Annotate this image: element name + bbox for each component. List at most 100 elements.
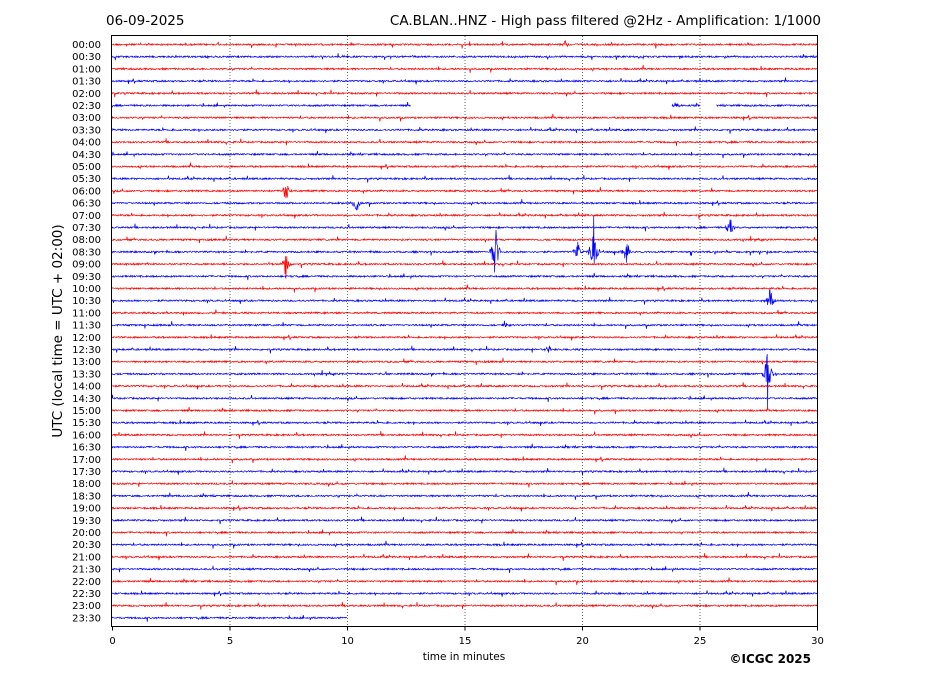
hour-label: 19:00 (72, 504, 101, 515)
hour-label: 09:00 (72, 260, 101, 271)
trace-0730 (111, 219, 818, 233)
hour-label: 11:30 (72, 321, 101, 332)
trace-0200 (111, 89, 818, 98)
y-axis-label: UTC (local time = UTC + 02:00) (50, 224, 66, 437)
hour-label: 05:30 (72, 174, 101, 185)
hour-label: 12:30 (72, 345, 101, 356)
trace-2030 (111, 540, 818, 549)
hour-label: 18:00 (72, 479, 101, 490)
trace-1400 (111, 382, 817, 391)
hour-label: 15:00 (72, 406, 101, 417)
trace-layer (111, 40, 818, 622)
hour-label: 10:00 (72, 284, 101, 295)
trace-2330 (111, 614, 347, 622)
hour-label: 08:00 (72, 235, 101, 246)
trace-0630 (111, 199, 818, 211)
trace-0430 (112, 150, 818, 159)
hour-label: 00:30 (72, 52, 101, 63)
trace-0300 (111, 113, 818, 122)
trace-0030 (111, 53, 818, 61)
hour-label: 04:30 (72, 150, 101, 161)
trace-1930 (111, 516, 818, 525)
hour-label: 07:00 (72, 211, 101, 222)
hour-label: 14:00 (72, 382, 101, 393)
trace-0330 (111, 126, 818, 134)
trace-1200 (111, 334, 818, 341)
x-tick-label: 15 (459, 636, 472, 647)
hour-label: 17:30 (72, 467, 101, 478)
trace-0700 (111, 211, 817, 220)
trace-1530 (111, 419, 818, 427)
trace-0830 (111, 215, 817, 273)
trace-2200 (111, 577, 818, 586)
trace-1000 (111, 284, 818, 293)
hour-label: 09:30 (72, 272, 101, 283)
trace-2130 (111, 565, 818, 573)
hour-label: 14:30 (72, 394, 101, 405)
hour-label: 10:30 (72, 296, 101, 307)
trace-1230 (111, 345, 818, 354)
chart-title: CA.BLAN..HNZ - High pass filtered @2Hz -… (390, 13, 821, 29)
hour-label: 21:00 (72, 552, 101, 563)
hour-label: 13:30 (72, 369, 101, 380)
trace-0000 (112, 40, 818, 49)
hour-label: 11:00 (72, 308, 101, 319)
hour-label: 21:30 (72, 565, 101, 576)
trace-0800 (111, 235, 818, 244)
trace-0230 (111, 102, 818, 108)
hour-label: 20:00 (72, 528, 101, 539)
x-tick-label: 20 (576, 636, 589, 647)
trace-1030 (111, 288, 818, 306)
trace-1800 (111, 480, 818, 488)
x-tick-label: 25 (694, 636, 707, 647)
hour-label: 06:30 (72, 199, 101, 210)
hour-label: 16:00 (72, 430, 101, 441)
trace-2230 (111, 590, 818, 597)
trace-2300 (111, 601, 818, 610)
hour-label: 01:30 (72, 77, 101, 88)
hour-label: 04:00 (72, 138, 101, 149)
hour-label: 16:30 (72, 443, 101, 454)
trace-0100 (111, 64, 818, 73)
trace-1900 (111, 505, 818, 512)
hour-label: 03:00 (72, 113, 101, 124)
hour-label: 02:00 (72, 89, 101, 100)
hour-label: 13:00 (72, 357, 101, 368)
hour-label: 05:00 (72, 162, 101, 173)
hour-label: 23:00 (72, 601, 101, 612)
x-tick-label: 0 (109, 636, 115, 647)
hour-label: 07:30 (72, 223, 101, 234)
trace-0130 (112, 77, 818, 85)
trace-0500 (111, 162, 818, 170)
hour-label: 02:30 (72, 101, 101, 112)
trace-0900 (111, 256, 818, 279)
x-tick-label: 30 (811, 636, 824, 647)
hour-label: 15:30 (72, 418, 101, 429)
x-axis-ticks: 0 5 10 15 20 25 30 (109, 626, 824, 647)
trace-0930 (111, 272, 818, 281)
hour-label: 03:30 (72, 125, 101, 136)
trace-1100 (111, 309, 818, 316)
trace-1330 (111, 353, 818, 410)
hour-label: 08:30 (72, 247, 101, 258)
copyright-label: ©ICGC 2025 (729, 652, 811, 666)
trace-1730 (111, 467, 817, 476)
hour-label: 18:30 (72, 491, 101, 502)
hour-label: 20:30 (72, 540, 101, 551)
trace-1600 (111, 431, 818, 439)
x-axis-label: time in minutes (423, 651, 505, 663)
hour-label: 00:00 (72, 40, 101, 51)
hour-label: 17:00 (72, 455, 101, 466)
trace-1500 (111, 406, 818, 415)
x-tick-label: 10 (341, 636, 354, 647)
trace-0530 (111, 174, 818, 183)
date-label: 06-09-2025 (106, 13, 184, 29)
hour-label: 12:00 (72, 333, 101, 344)
hour-label: 19:30 (72, 516, 101, 527)
trace-1630 (111, 443, 818, 451)
hour-label: 23:30 (72, 613, 101, 624)
trace-1130 (111, 320, 818, 330)
hour-label: 01:00 (72, 64, 101, 75)
x-tick-label: 5 (227, 636, 233, 647)
